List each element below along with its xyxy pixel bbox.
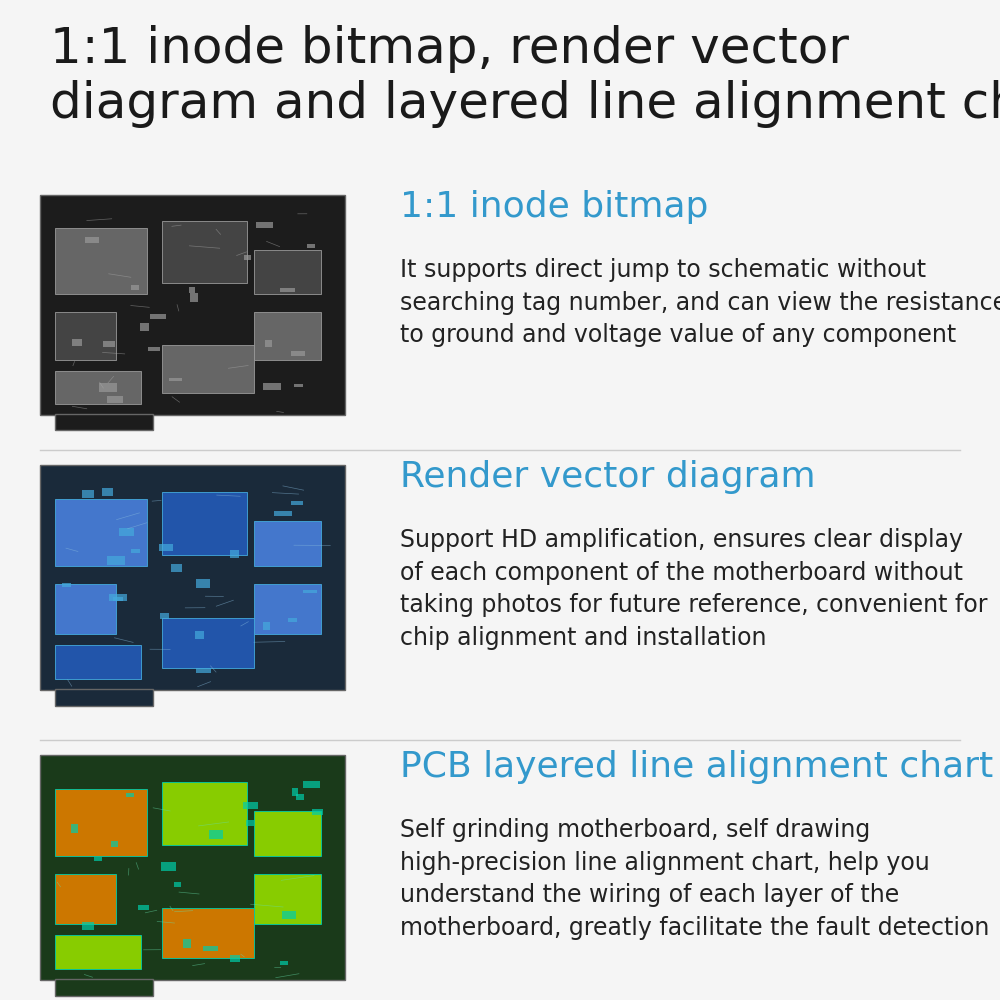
Bar [161, 862, 176, 871]
Bar [94, 857, 102, 861]
Bar [169, 378, 182, 381]
Bar [138, 905, 149, 910]
Bar [256, 222, 273, 228]
Bar [140, 323, 149, 331]
Bar [190, 293, 198, 302]
Bar [126, 793, 134, 797]
Bar [99, 383, 117, 392]
Bar [294, 384, 303, 387]
Bar [55, 689, 153, 706]
Bar [274, 511, 292, 516]
Bar [203, 946, 218, 951]
Bar [103, 341, 115, 347]
Bar [183, 939, 191, 948]
Text: 1:1 inode bitmap, render vector: 1:1 inode bitmap, render vector [50, 25, 849, 73]
Bar [291, 501, 303, 505]
Bar [288, 618, 297, 622]
Bar [150, 314, 166, 319]
Bar [265, 340, 272, 347]
Bar [254, 811, 321, 856]
Bar [72, 339, 82, 346]
Bar [162, 618, 254, 668]
Bar [254, 521, 321, 566]
Bar [55, 499, 147, 566]
Bar [55, 228, 147, 294]
Bar [55, 371, 141, 404]
Bar [230, 550, 239, 558]
Bar [131, 549, 140, 553]
Bar [102, 488, 113, 496]
Bar [82, 490, 94, 498]
Bar [171, 564, 182, 572]
Bar [189, 287, 195, 293]
Bar [280, 961, 288, 965]
Bar [85, 237, 99, 243]
Bar [254, 250, 321, 294]
Bar [254, 584, 321, 634]
Bar [55, 935, 141, 969]
Bar [55, 312, 116, 360]
Bar [195, 631, 204, 639]
Bar [55, 979, 153, 996]
Bar [209, 830, 223, 839]
Text: It supports direct jump to schematic without
searching tag number, and can view : It supports direct jump to schematic wit… [400, 258, 1000, 347]
Bar [55, 584, 116, 634]
Bar [291, 351, 305, 356]
Bar [162, 492, 247, 555]
Text: diagram and layered line alignment chart: diagram and layered line alignment chart [50, 80, 1000, 128]
Bar [55, 789, 147, 856]
Bar [119, 528, 134, 536]
Bar [174, 882, 181, 887]
Bar [292, 788, 298, 796]
Bar [282, 911, 296, 919]
Bar [196, 579, 210, 588]
Bar [107, 396, 123, 403]
Bar [160, 613, 169, 619]
Bar [107, 556, 125, 565]
Bar [148, 347, 160, 351]
Bar [159, 544, 173, 551]
Bar [40, 755, 345, 980]
Bar [312, 809, 323, 815]
Bar [230, 955, 240, 962]
Bar [280, 288, 295, 292]
Bar [71, 824, 78, 833]
Bar [82, 922, 94, 930]
Bar [244, 255, 251, 260]
Bar [307, 244, 315, 248]
Bar [55, 874, 116, 924]
Bar [111, 841, 118, 847]
Bar [254, 312, 321, 360]
Bar [55, 414, 153, 430]
Bar [162, 221, 247, 283]
Bar [162, 782, 247, 845]
Bar [254, 874, 321, 924]
Bar [113, 597, 123, 601]
Text: 1:1 inode bitmap: 1:1 inode bitmap [400, 190, 708, 224]
Text: Render vector diagram: Render vector diagram [400, 460, 816, 494]
Bar [296, 794, 304, 800]
Bar [303, 781, 320, 788]
Bar [303, 590, 317, 593]
Text: Support HD amplification, ensures clear display
of each component of the motherb: Support HD amplification, ensures clear … [400, 528, 988, 650]
Bar [40, 465, 345, 690]
Bar [263, 622, 270, 630]
Bar [243, 802, 258, 809]
Bar [62, 583, 71, 587]
Bar [263, 383, 281, 390]
Bar [40, 195, 345, 415]
Bar [162, 345, 254, 393]
Bar [131, 285, 139, 290]
Bar [55, 645, 141, 679]
Text: Self grinding motherboard, self drawing
high-precision line alignment chart, hel: Self grinding motherboard, self drawing … [400, 818, 989, 940]
Bar [196, 668, 211, 673]
Bar [109, 594, 127, 601]
Bar [162, 908, 254, 958]
Bar [246, 820, 254, 826]
Text: PCB layered line alignment chart: PCB layered line alignment chart [400, 750, 993, 784]
